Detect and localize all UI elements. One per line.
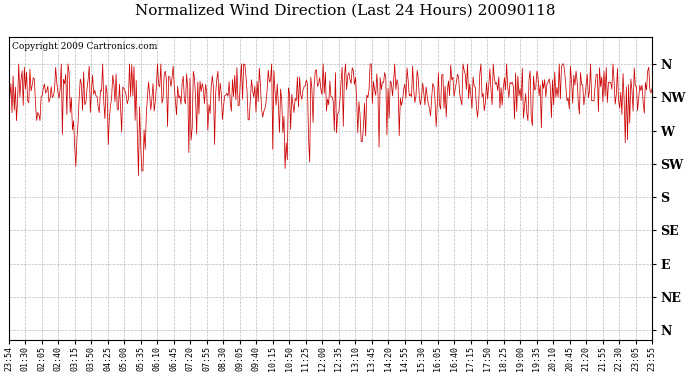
Text: Normalized Wind Direction (Last 24 Hours) 20090118: Normalized Wind Direction (Last 24 Hours… [135,4,555,18]
Text: Copyright 2009 Cartronics.com: Copyright 2009 Cartronics.com [12,42,157,51]
